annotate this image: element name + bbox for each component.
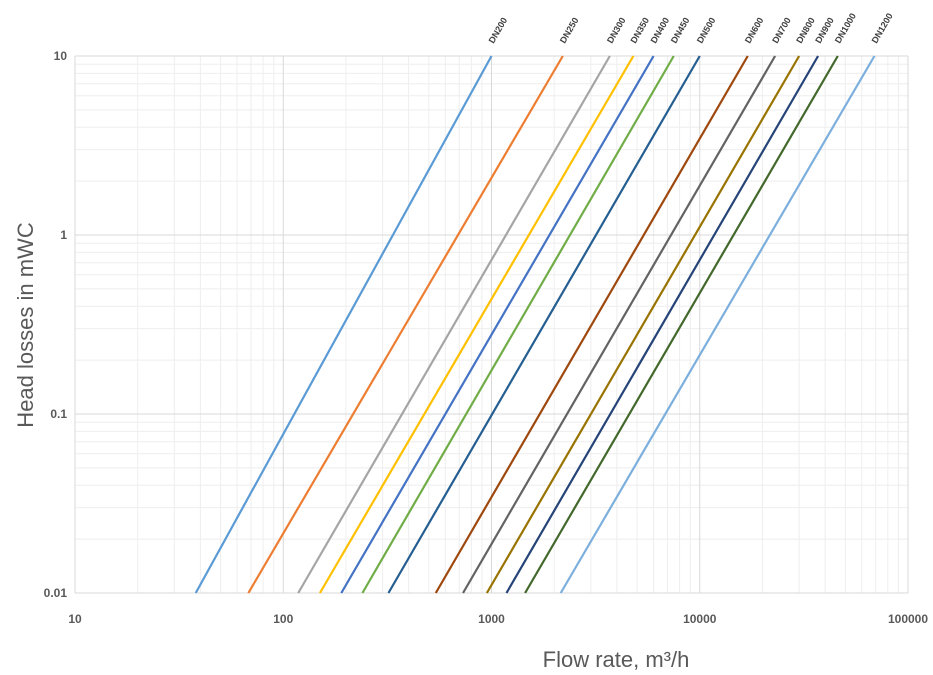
y-tick-label: 10 — [54, 49, 68, 63]
y-tick-label: 0.1 — [50, 407, 67, 421]
series-label-dn450: DN450 — [669, 16, 692, 45]
series-label-dn200: DN200 — [487, 16, 510, 45]
series-label-dn350: DN350 — [628, 16, 651, 45]
series-line-dn250 — [247, 55, 564, 594]
x-tick-label: 100000 — [888, 612, 928, 626]
axis-ticks: 10 100 1000 10000 100000 0.01 0.1 1 10 — [44, 49, 929, 626]
x-tick-label: 100 — [273, 612, 293, 626]
series-line-dn1000 — [524, 55, 839, 594]
series-label-dn700: DN700 — [770, 16, 793, 45]
x-tick-label: 10 — [68, 612, 82, 626]
series-line-dn800 — [485, 55, 801, 594]
y-tick-label: 1 — [60, 228, 67, 242]
series-label-dn1000: DN1000 — [833, 11, 858, 45]
series-label-dn600: DN600 — [743, 16, 766, 45]
series-line-dn350 — [318, 55, 635, 594]
x-tick-label: 1000 — [478, 612, 505, 626]
y-tick-label: 0.01 — [44, 586, 68, 600]
series-line-dn700 — [462, 55, 777, 594]
series-label-dn300: DN300 — [605, 16, 628, 45]
series-line-dn200 — [194, 55, 493, 594]
series-line-dn600 — [434, 55, 749, 594]
series-line-dn500 — [387, 55, 701, 594]
series-line-dn300 — [297, 55, 611, 594]
series-label-dn400: DN400 — [649, 16, 672, 45]
x-axis-title: Flow rate, m³/h — [543, 647, 690, 672]
x-tick-label: 10000 — [683, 612, 717, 626]
grid — [74, 55, 909, 594]
y-axis-title: Head losses in mWC — [13, 222, 38, 428]
series-label-dn250: DN250 — [558, 16, 581, 45]
series-line-dn1200 — [559, 55, 876, 594]
series-line-dn450 — [361, 55, 675, 594]
series-line-dn400 — [340, 55, 655, 594]
series-group — [194, 55, 876, 594]
series-line-dn900 — [505, 55, 820, 594]
series-label-dn500: DN500 — [695, 16, 718, 45]
series-label-dn1200: DN1200 — [870, 11, 895, 45]
